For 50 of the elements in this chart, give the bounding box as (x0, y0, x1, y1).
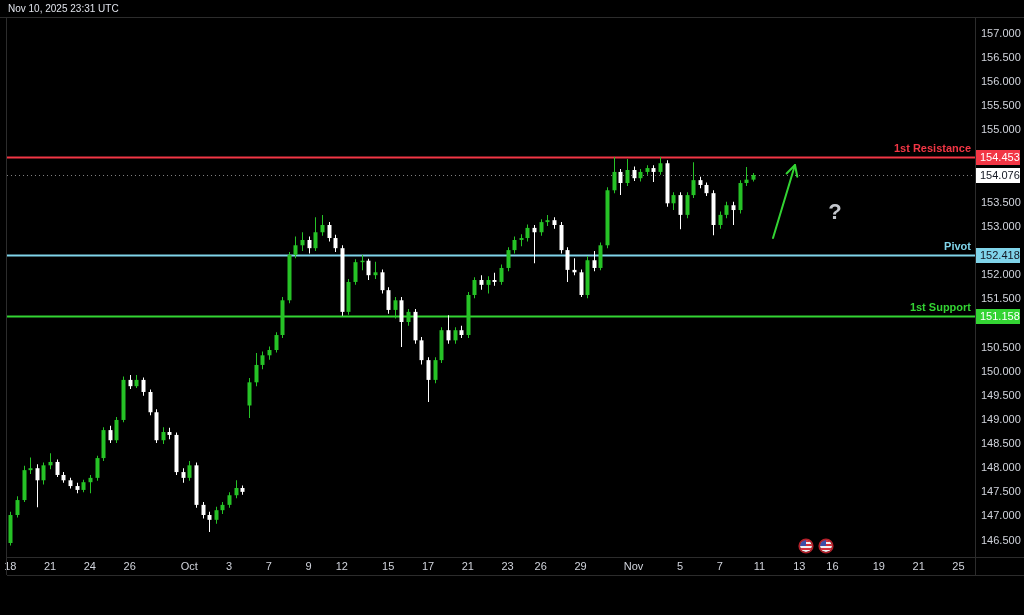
x-tick-label: 15 (382, 559, 395, 572)
ref-line-label: 1st Support (909, 301, 972, 313)
x-tick-label: 13 (793, 559, 806, 572)
y-tick-label: 148.500 (981, 437, 1021, 450)
x-tick-label: 11 (753, 559, 766, 572)
y-tick-label: 147.500 (981, 485, 1021, 498)
x-tick-label: 23 (501, 559, 514, 572)
y-tick-label: 156.000 (981, 75, 1021, 88)
y-tick-label: 156.500 (981, 51, 1021, 64)
x-tick-label: 12 (335, 559, 348, 572)
annotation: 151.158 (980, 310, 1020, 323)
y-tick-label: 150.500 (981, 340, 1021, 353)
x-tick-label: 3 (226, 559, 233, 572)
y-tick-label: 150.000 (981, 364, 1021, 377)
ref-line-label: 1st Resistance (893, 142, 971, 154)
x-tick-label: 26 (534, 559, 547, 572)
y-tick-label: 153.500 (981, 195, 1021, 208)
y-tick-label: 147.000 (981, 509, 1021, 522)
annotation: 152.418 (980, 249, 1020, 262)
x-tick-label: 17 (421, 559, 435, 572)
x-tick-label: 7 (265, 559, 272, 572)
annotation: 154.453 (980, 151, 1020, 164)
annotation: 154.076 (980, 169, 1020, 182)
x-tick-label: 5 (676, 559, 684, 572)
y-tick-label: 148.000 (981, 461, 1021, 474)
y-tick-label: 157.000 (981, 26, 1021, 39)
y-tick-label: 151.500 (981, 292, 1021, 305)
x-tick-label: 7 (716, 559, 723, 572)
x-tick-label: 29 (574, 559, 587, 572)
y-tick-label: 152.000 (981, 268, 1021, 281)
y-tick-label: 149.000 (981, 412, 1021, 425)
y-tick-label: 146.500 (981, 533, 1021, 546)
y-tick-label: 149.500 (981, 388, 1021, 401)
x-tick-label: Nov (623, 559, 644, 572)
x-tick-label: 24 (83, 559, 96, 572)
y-tick-label: 153.000 (981, 219, 1021, 232)
x-tick-label: 21 (912, 559, 925, 572)
text: Nov 10, 2025 23:31 UTC (8, 2, 119, 14)
x-tick-label: 19 (872, 559, 885, 572)
x-tick-label: 26 (123, 559, 136, 572)
x-tick-label: 16 (826, 559, 839, 572)
x-tick-label: Oct (180, 559, 198, 572)
x-tick-label: 9 (305, 559, 312, 572)
x-tick-label: 21 (43, 559, 57, 572)
x-tick-label: 21 (461, 559, 474, 572)
y-tick-label: 155.000 (981, 123, 1021, 136)
x-tick-label: 25 (952, 559, 965, 572)
ref-line-label: Pivot (944, 240, 972, 252)
y-tick-label: 155.500 (981, 99, 1021, 112)
annotation: ? (828, 199, 842, 225)
